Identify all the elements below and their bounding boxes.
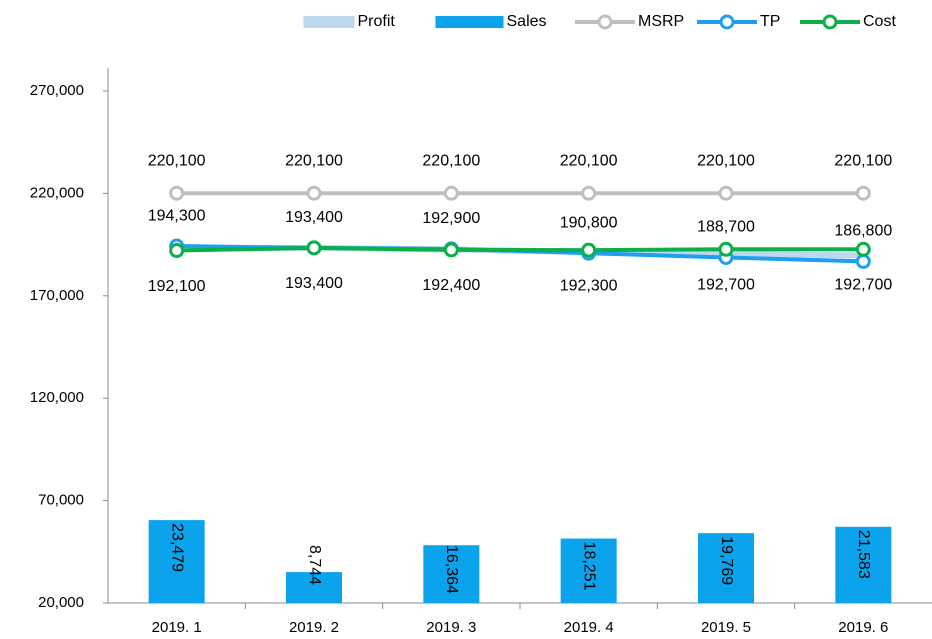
data-label: 193,400 xyxy=(285,275,343,292)
marker xyxy=(855,185,871,201)
x-tick-label: 2019. 5 xyxy=(701,619,751,636)
data-label-group: 16,364 xyxy=(443,545,460,594)
legend-marker xyxy=(822,14,838,30)
data-label-group: 19,769 xyxy=(718,536,735,585)
data-label: 192,700 xyxy=(834,277,892,294)
legend-swatch xyxy=(303,16,355,28)
data-label: 16,364 xyxy=(443,545,460,594)
marker xyxy=(169,185,185,201)
data-label-group: 8,744 xyxy=(306,545,323,585)
data-label: 190,800 xyxy=(560,214,618,231)
bar xyxy=(835,526,892,603)
marker xyxy=(443,185,459,201)
data-label: 192,700 xyxy=(697,277,755,294)
line xyxy=(176,245,864,253)
data-label: 186,800 xyxy=(834,223,892,240)
marker xyxy=(718,185,734,201)
data-label: 21,583 xyxy=(855,530,872,579)
data-label: 220,100 xyxy=(834,152,892,169)
marker xyxy=(169,243,185,259)
y-tick-label: 70,000 xyxy=(38,492,84,509)
bar xyxy=(698,533,754,603)
x-tick-label: 2019. 2 xyxy=(289,619,339,636)
bar xyxy=(148,520,205,603)
legend-label: MSRP xyxy=(638,13,684,30)
marker xyxy=(443,242,459,258)
marker xyxy=(855,253,871,269)
data-label-group: 21,583 xyxy=(855,530,872,579)
data-label: 193,400 xyxy=(285,209,343,226)
data-label: 19,769 xyxy=(718,536,735,585)
y-tick-label: 220,000 xyxy=(30,184,84,201)
data-label: 192,900 xyxy=(422,210,480,227)
y-tick-label: 20,000 xyxy=(38,594,84,611)
marker xyxy=(718,241,734,257)
data-label: 220,100 xyxy=(560,152,618,169)
data-label: 18,251 xyxy=(580,542,597,591)
x-tick-label: 2019. 1 xyxy=(152,619,202,636)
marker xyxy=(306,185,322,201)
data-label: 220,100 xyxy=(422,152,480,169)
x-tick-label: 2019. 3 xyxy=(426,619,476,636)
data-label: 192,300 xyxy=(560,277,618,294)
data-label: 8,744 xyxy=(306,545,323,585)
x-tick-label: 2019. 4 xyxy=(564,619,614,636)
y-tick-label: 120,000 xyxy=(30,389,84,406)
x-tick-label: 2019. 6 xyxy=(838,619,888,636)
data-label: 220,100 xyxy=(697,152,755,169)
data-label: 220,100 xyxy=(285,152,343,169)
bar xyxy=(560,538,617,603)
marker xyxy=(855,241,871,257)
legend-marker xyxy=(597,14,613,30)
legend-label: Profit xyxy=(358,13,396,30)
data-label: 192,400 xyxy=(422,277,480,294)
data-label-group: 18,251 xyxy=(580,542,597,591)
bar xyxy=(423,545,480,603)
data-label: 23,479 xyxy=(168,523,185,572)
legend-swatch xyxy=(435,16,504,28)
legend-label: Cost xyxy=(863,13,896,30)
data-label: 220,100 xyxy=(148,152,206,169)
marker xyxy=(581,242,597,258)
data-label: 188,700 xyxy=(697,219,755,236)
legend-label: TP xyxy=(760,13,780,30)
y-tick-label: 270,000 xyxy=(30,82,84,99)
bar xyxy=(286,572,342,603)
legend-marker xyxy=(719,14,735,30)
y-tick-label: 170,000 xyxy=(30,287,84,304)
data-label: 194,300 xyxy=(148,207,206,224)
legend-label: Sales xyxy=(507,13,547,30)
data-label-group: 23,479 xyxy=(168,523,185,572)
marker xyxy=(306,240,322,256)
data-label: 192,100 xyxy=(148,278,206,295)
marker xyxy=(581,185,597,201)
